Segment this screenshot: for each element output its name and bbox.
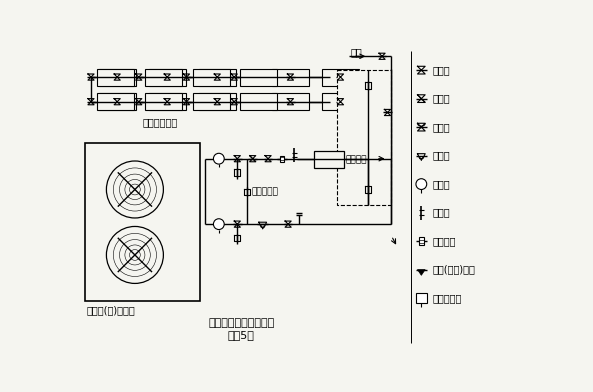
- Bar: [416, 293, 427, 303]
- Bar: [193, 69, 229, 85]
- Text: 维护旁通阀: 维护旁通阀: [251, 187, 278, 196]
- Bar: [419, 237, 423, 245]
- Bar: [97, 93, 134, 110]
- Bar: [240, 69, 278, 85]
- Text: 电加热器: 电加热器: [345, 155, 366, 164]
- Circle shape: [213, 153, 224, 164]
- Bar: [149, 93, 186, 110]
- Bar: [337, 70, 391, 205]
- Text: 密闭膨胀罐: 密闭膨胀罐: [433, 293, 463, 303]
- Circle shape: [106, 227, 164, 283]
- Text: 截止阀: 截止阀: [433, 65, 451, 75]
- Bar: [98, 69, 136, 85]
- Bar: [97, 69, 134, 85]
- Bar: [85, 143, 200, 301]
- Text: 闭式水系统安装参考图: 闭式水系统安装参考图: [208, 318, 275, 328]
- Bar: [322, 69, 359, 85]
- Circle shape: [213, 219, 224, 230]
- Bar: [149, 69, 186, 85]
- Text: 止回阀: 止回阀: [433, 94, 451, 103]
- Polygon shape: [417, 270, 425, 275]
- Bar: [322, 93, 359, 110]
- Text: 风冷冷(热)水主机: 风冷冷(热)水主机: [87, 305, 135, 316]
- Text: 流量开关: 流量开关: [433, 236, 457, 246]
- Bar: [199, 69, 236, 85]
- Text: 过滤器: 过滤器: [433, 151, 451, 161]
- Bar: [314, 151, 343, 168]
- Text: 补水: 补水: [350, 47, 362, 58]
- Bar: [280, 156, 284, 162]
- Circle shape: [416, 179, 427, 189]
- Bar: [240, 93, 278, 110]
- Circle shape: [106, 161, 164, 218]
- Bar: [98, 93, 136, 110]
- Bar: [199, 93, 236, 110]
- Bar: [272, 93, 309, 110]
- Text: 排水(排气)接头: 排水(排气)接头: [433, 265, 476, 274]
- Text: 压力表: 压力表: [433, 179, 451, 189]
- Bar: [193, 93, 229, 110]
- Bar: [145, 69, 182, 85]
- Text: 调节阀: 调节阀: [433, 122, 451, 132]
- Text: （图5）: （图5）: [228, 330, 254, 340]
- Text: 空调末端机组: 空调末端机组: [143, 118, 178, 127]
- Bar: [272, 69, 309, 85]
- Text: 温度计: 温度计: [433, 208, 451, 218]
- Bar: [145, 93, 182, 110]
